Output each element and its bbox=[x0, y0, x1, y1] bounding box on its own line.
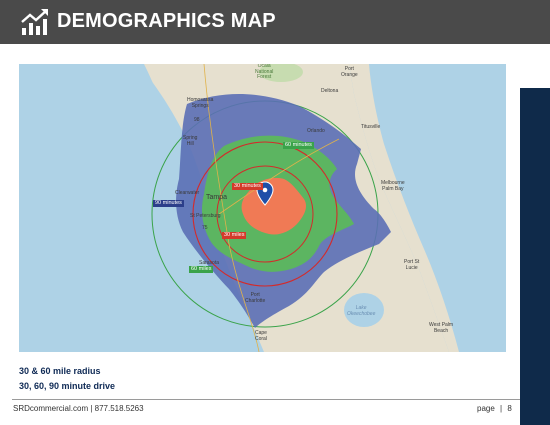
map-label-port-orange: Port Orange bbox=[341, 66, 358, 78]
footer-divider bbox=[12, 399, 520, 400]
map-label-lake-okeechobee: Lake Okeechobee bbox=[347, 305, 376, 317]
tag-drive-90: 90 minutes bbox=[153, 200, 184, 207]
footer-contact: SRDcommercial.com | 877.518.5263 bbox=[13, 404, 144, 413]
map-label-sarasota: Sarasota bbox=[199, 260, 220, 266]
tag-radius-30: 30 miles bbox=[222, 232, 247, 239]
page-number-block: page | 8 bbox=[477, 404, 512, 413]
caption-radius: 30 & 60 mile radius bbox=[19, 366, 101, 376]
atlantic-water bbox=[369, 64, 506, 352]
map-label-orlando: Orlando bbox=[307, 128, 325, 134]
forest-patch bbox=[259, 64, 303, 82]
highway-98-icon: 98 bbox=[194, 117, 200, 123]
tag-drive-30: 30 minutes bbox=[232, 183, 263, 190]
caption-drive: 30, 60, 90 minute drive bbox=[19, 381, 116, 391]
map-label-titusville: Titusville bbox=[361, 124, 381, 130]
map-canvas bbox=[19, 64, 506, 352]
radius-20-ring bbox=[216, 165, 314, 263]
map-label-west-palm-beach: West Palm Beach bbox=[429, 322, 454, 334]
road-i4 bbox=[218, 138, 340, 215]
map-label-clearwater: Clearwater bbox=[175, 190, 200, 196]
tag-drive-60: 60 minutes bbox=[283, 142, 314, 149]
map-label-port-charlotte: Port Charlotte bbox=[245, 292, 266, 304]
map-label-melbourne: Melbourne Palm Bay bbox=[381, 180, 405, 192]
demographics-map[interactable]: Ocala National Forest Port Orange Deltona H… bbox=[19, 64, 506, 352]
trend-chart-icon bbox=[21, 9, 48, 35]
map-label-port-st-lucie: Port St Lucie bbox=[404, 259, 420, 271]
page-separator: | bbox=[500, 404, 503, 413]
page-number: 8 bbox=[507, 404, 512, 413]
map-label-homosassa: Homosassa Springs bbox=[187, 97, 214, 109]
radius-30-ring bbox=[192, 141, 338, 287]
map-label-tampa: Tampa bbox=[206, 194, 228, 201]
header-bar: DEMOGRAPHICS MAP bbox=[0, 0, 550, 44]
accent-bar bbox=[520, 88, 550, 425]
page-title: DEMOGRAPHICS MAP bbox=[57, 10, 276, 32]
map-label-deltona: Deltona bbox=[321, 88, 339, 94]
lake-okeechobee-shape bbox=[344, 293, 384, 327]
gulf-water bbox=[19, 64, 254, 352]
map-label-cape-coral: Cape Coral bbox=[255, 330, 267, 342]
highway-75-icon: 75 bbox=[202, 225, 208, 231]
map-label-st-petersburg: St Petersburg bbox=[190, 213, 221, 219]
map-label-ocala: Ocala National Forest bbox=[255, 64, 274, 80]
tag-radius-60: 60 miles bbox=[189, 266, 214, 273]
map-label-spring-hill: Spring Hill bbox=[183, 135, 198, 147]
page-label: page bbox=[477, 404, 495, 413]
